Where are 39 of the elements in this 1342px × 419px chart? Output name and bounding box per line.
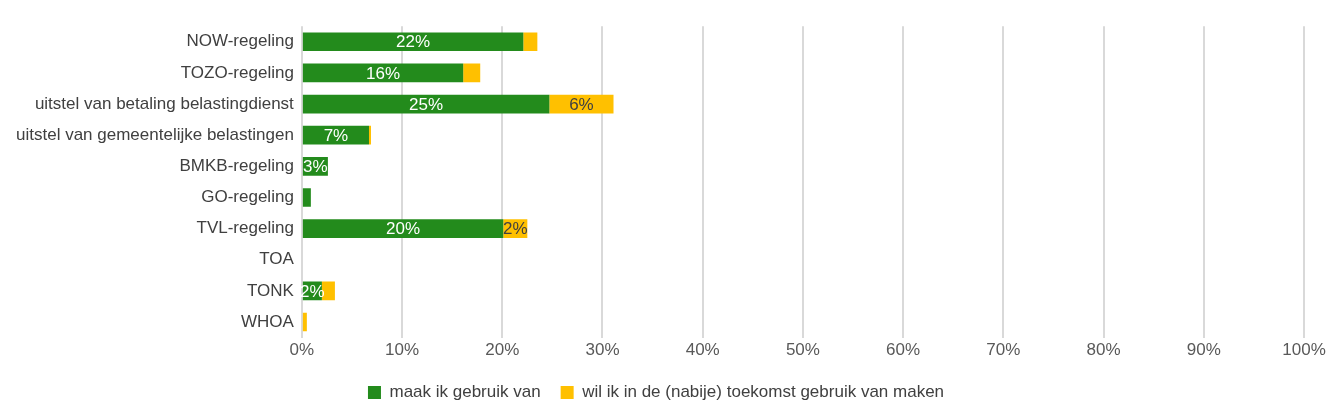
y-tick-label: TVL-regeling	[196, 218, 294, 238]
x-tick-label: 50%	[785, 340, 820, 360]
x-tick-label: 0%	[289, 340, 315, 360]
bar	[302, 188, 311, 207]
y-tick-label: WHOA	[240, 311, 295, 331]
bar	[523, 32, 538, 52]
x-tick-label: 100%	[1282, 340, 1326, 360]
x-tick-label: 60%	[886, 340, 921, 360]
y-tick-label: BMKB-regeling	[179, 156, 294, 176]
x-tick-label: 20%	[485, 340, 520, 360]
y-tick-label: TONK	[246, 280, 295, 300]
y-tick-label: TOA	[259, 249, 295, 269]
x-tick-label: 90%	[1186, 340, 1221, 360]
data-label: 2%	[503, 219, 528, 239]
x-tick-label: 10%	[385, 340, 420, 360]
bar	[463, 63, 481, 83]
y-tick-label: TOZO-regeling	[180, 62, 294, 82]
data-label: 16%	[366, 63, 401, 83]
x-tick-label: 70%	[986, 340, 1021, 360]
bar	[302, 312, 307, 332]
legend-label: maak ik gebruik van	[389, 382, 541, 402]
data-label: 20%	[386, 219, 421, 239]
data-label: 25%	[409, 94, 444, 114]
y-tick-label: uitstel van gemeentelijke belastingen	[16, 124, 294, 144]
data-label: 7%	[323, 125, 349, 145]
legend-label: wil ik in de (nabije) toekomst gebruik van maken	[581, 382, 945, 402]
data-label: 6%	[569, 94, 594, 114]
data-label: 22%	[396, 32, 431, 52]
x-tick-label: 30%	[585, 340, 620, 360]
data-label: 3%	[303, 157, 328, 177]
y-tick-label: NOW-regeling	[186, 31, 294, 51]
bar	[302, 219, 504, 238]
y-tick-label: uitstel van betaling belastingdienst	[34, 93, 295, 113]
y-tick-label: GO-regeling	[201, 187, 294, 207]
bar	[302, 94, 550, 114]
x-tick-label: 80%	[1086, 340, 1121, 360]
x-tick-label: 40%	[685, 340, 720, 360]
bar	[302, 32, 524, 52]
bar	[368, 125, 371, 145]
